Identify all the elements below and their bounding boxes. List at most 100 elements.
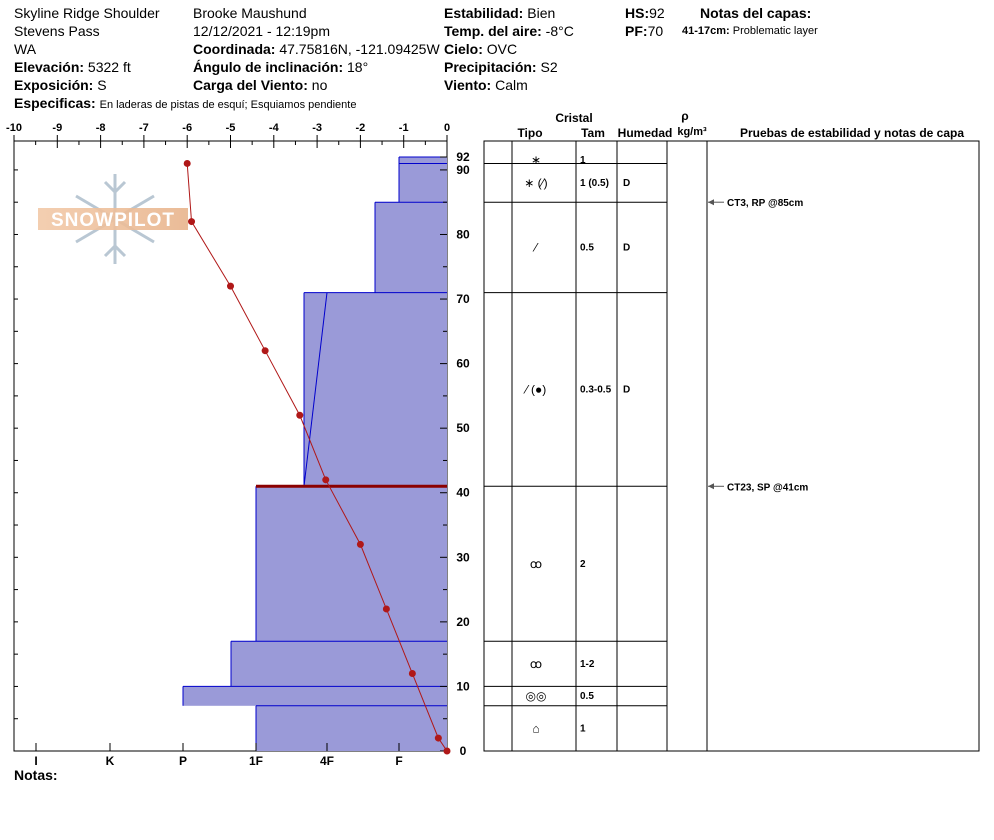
plot-area: -10 -9 -8 -7 -6 -5 -4 -3 -2 -1 0I K P 1F 4F F0102030405… (6, 122, 470, 768)
precip-row: Precipitación: S2 (444, 59, 558, 75)
test-arrow-head (708, 483, 714, 490)
header-col-1: Skyline Ridge Shoulder Stevens Pass WA E… (14, 4, 356, 114)
hardness-tick-label: 4F (320, 754, 334, 768)
coordinate-row: Coordinada: 47.75816N, -121.09425W (193, 41, 440, 57)
temperature-point (322, 476, 330, 484)
hardness-layer (375, 202, 447, 293)
hardness-tick-label: K (106, 754, 115, 768)
stability-row: Estabilidad: Bien (444, 5, 556, 21)
temp-tick-label: -10 (6, 122, 22, 134)
header-tests: Pruebas de estabilidad y notas de capa (740, 126, 964, 140)
row-tam: 1 (580, 723, 586, 734)
area-name: Stevens Pass (14, 23, 100, 39)
hardness-layer (304, 292, 447, 487)
depth-tick-label: 70 (456, 292, 470, 306)
wind-row: Viento: Calm (444, 77, 528, 93)
depth-tick-label: 60 (456, 357, 470, 371)
header-rho-units: kg/m³ (677, 126, 707, 138)
row-tipo: ꝏ (530, 557, 542, 571)
hardness-layer (256, 486, 447, 642)
depth-tick-label: 10 (456, 679, 470, 693)
row-humedad: D (623, 242, 630, 253)
temperature-point (408, 670, 416, 678)
row-tipo: ⁄ (532, 240, 539, 254)
logo-band (38, 208, 188, 230)
location-name: Skyline Ridge Shoulder (14, 5, 160, 21)
row-tipo: ◎◎ (526, 689, 547, 703)
pf-row: PF:70 (625, 23, 664, 39)
temp-tick-label: -2 (356, 122, 366, 134)
layer-notes-title: Notas del capas: (700, 5, 812, 21)
snowpilot-logo: SNOWPILOT (38, 174, 188, 264)
depth-tick-label: 30 (456, 550, 470, 564)
row-humedad: D (623, 178, 630, 189)
temperature-point (434, 734, 442, 742)
row-tipo: ꝏ (530, 657, 542, 671)
depth-tick-label: 80 (456, 227, 470, 241)
depth-tick-label: 90 (456, 163, 470, 177)
temperature-point (227, 282, 234, 290)
header-cristal: Cristal (555, 111, 592, 125)
header-col-5: Notas del capas: 41-17cm: Problematic la… (682, 4, 818, 40)
depth-tick-label: 40 (456, 486, 470, 500)
slope-row: Ángulo de inclinación: 18° (193, 59, 369, 75)
temp-tick-label: 0 (444, 122, 450, 134)
temp-tick-label: -6 (182, 122, 192, 134)
sky-row: Cielo: OVC (444, 41, 518, 57)
specifics-row: Especificas: En laderas de pistas de esq… (14, 95, 357, 111)
aspect-row: Exposición: S (14, 77, 107, 93)
hardness-layer (183, 686, 447, 706)
depth-tick-label: 92 (456, 150, 470, 164)
hs-row: HS:92 (625, 5, 665, 21)
temperature-point (443, 747, 451, 755)
row-tam: 0.5 (580, 242, 594, 253)
test-arrow-head (708, 199, 714, 206)
row-tam: 2 (580, 559, 586, 570)
hardness-layer (231, 641, 447, 687)
elevation-row: Elevación: 5322 ft (14, 59, 131, 75)
row-tam: 1-2 (580, 659, 595, 670)
row-tipo: ∗ (⁄) (524, 176, 547, 190)
temp-tick-label: -5 (226, 122, 236, 134)
header-tipo: Tipo (517, 126, 542, 140)
hardness-layer (399, 163, 447, 203)
row-tipo: ⌂ (532, 721, 539, 735)
row-tam: 0.5 (580, 691, 594, 702)
layer-note: 41-17cm: Problematic layer (682, 25, 818, 37)
notes-label: Notas: (14, 767, 58, 783)
air-temp-row: Temp. del aire: -8°C (444, 23, 574, 39)
state-name: WA (14, 41, 37, 57)
temperature-point (188, 218, 196, 226)
hardness-tick-label: F (395, 754, 402, 768)
temp-tick-label: -3 (312, 122, 322, 134)
temperature-point (261, 347, 269, 355)
temp-tick-label: -7 (139, 122, 149, 134)
temp-tick-label: -1 (399, 122, 409, 134)
logo-text: SNOWPILOT (51, 210, 175, 231)
row-tipo: ⁄ (●) (523, 382, 547, 396)
depth-tick-label: 0 (460, 744, 467, 758)
test-note: CT23, SP @41cm (727, 482, 808, 493)
row-humedad: D (623, 384, 630, 395)
table-frame (483, 140, 980, 752)
hardness-layer (256, 705, 447, 751)
obs-datetime: 12/12/2021 - 12:19pm (193, 23, 330, 39)
temperature-point (356, 540, 364, 548)
row-tam: 1 (0.5) (580, 178, 609, 189)
temp-tick-label: -8 (96, 122, 106, 134)
observer-name: Brooke Maushund (193, 5, 307, 21)
temperature-point (382, 605, 390, 613)
test-note: CT3, RP @85cm (727, 198, 803, 209)
row-tam: 0.3-0.5 (580, 384, 612, 395)
hardness-layer (399, 157, 447, 164)
header-col-4: HS:92 PF:70 (625, 4, 665, 40)
header-col-3: Estabilidad: Bien Temp. del aire: -8°C C… (444, 4, 574, 94)
temp-tick-label: -9 (52, 122, 62, 134)
header-tam: Tam (581, 126, 605, 140)
depth-tick-label: 50 (456, 421, 470, 435)
hardness-tick-label: 1F (249, 754, 263, 768)
depth-tick-label: 20 (456, 615, 470, 629)
header-rho: ρ (681, 109, 688, 123)
header-col-2: Brooke Maushund 12/12/2021 - 12:19pm Coo… (193, 4, 440, 94)
